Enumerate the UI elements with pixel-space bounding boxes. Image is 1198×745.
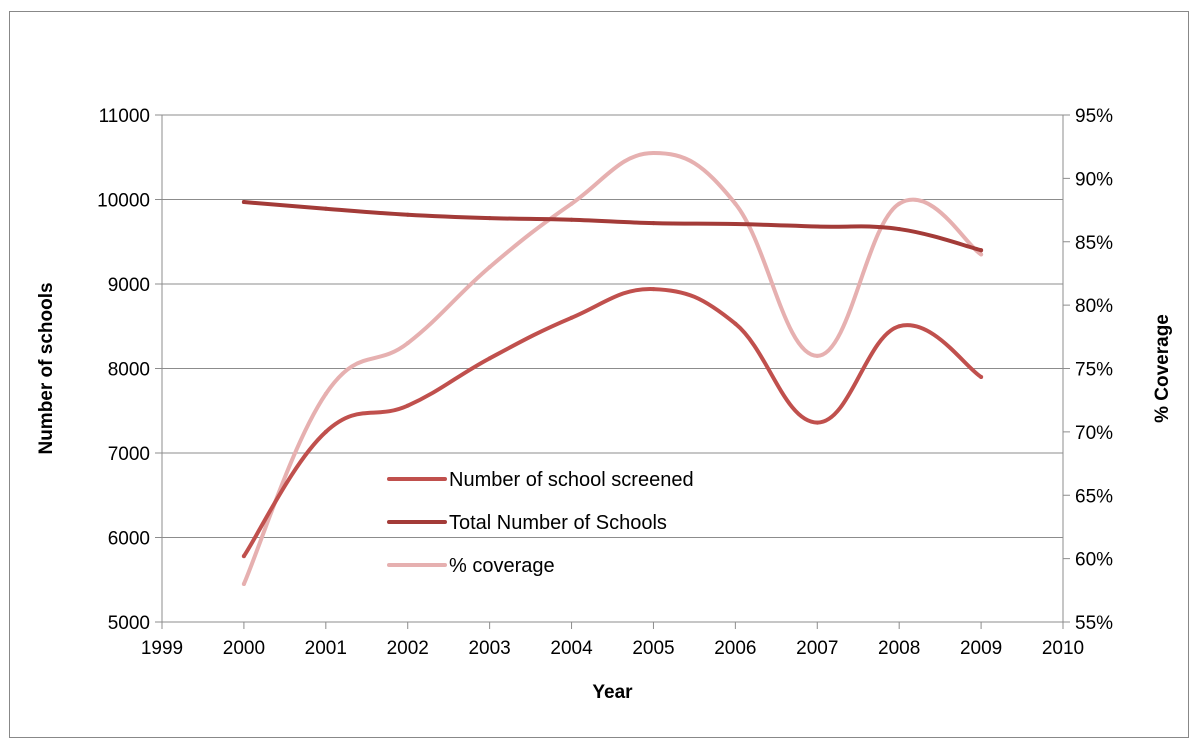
y2-tick-label: 80% bbox=[1075, 296, 1113, 317]
y2-tick-label: 85% bbox=[1075, 233, 1113, 254]
x-tick-label: 2009 bbox=[960, 638, 1002, 659]
data-point bbox=[569, 201, 574, 206]
y-tick-label: 9000 bbox=[108, 275, 150, 296]
y-axis-title: Number of schools bbox=[36, 282, 57, 454]
y2-axis-title: % Coverage bbox=[1152, 314, 1173, 423]
y-tick-label: 6000 bbox=[108, 529, 150, 550]
data-point bbox=[651, 287, 656, 292]
data-point bbox=[487, 216, 492, 221]
x-tick-label: 2010 bbox=[1042, 638, 1084, 659]
y2-tick-label: 60% bbox=[1075, 550, 1113, 571]
y-tick-label: 8000 bbox=[108, 360, 150, 381]
data-point bbox=[897, 324, 902, 329]
data-point bbox=[979, 374, 984, 379]
data-point bbox=[569, 315, 574, 320]
data-point bbox=[979, 252, 984, 257]
series-line-total-number-of-schools bbox=[241, 200, 984, 253]
data-point bbox=[897, 227, 902, 232]
legend-label: Total Number of Schools bbox=[449, 512, 667, 534]
y-tick-label: 10000 bbox=[97, 191, 150, 212]
y-tick-label: 11000 bbox=[99, 106, 150, 127]
data-point bbox=[815, 353, 820, 358]
y2-tick-label: 95% bbox=[1075, 106, 1113, 127]
x-tick-label: 2006 bbox=[714, 638, 756, 659]
data-point bbox=[241, 581, 246, 586]
data-point bbox=[323, 391, 328, 396]
data-point bbox=[487, 356, 492, 361]
legend-label: % coverage bbox=[449, 555, 555, 577]
y2-tick-label: 65% bbox=[1075, 486, 1113, 507]
data-point bbox=[651, 151, 656, 156]
chart-frame bbox=[9, 11, 1189, 738]
data-point bbox=[405, 341, 410, 346]
data-point bbox=[405, 403, 410, 408]
y2-tick-label: 55% bbox=[1075, 613, 1113, 634]
data-point bbox=[241, 200, 246, 205]
data-point bbox=[897, 201, 902, 206]
data-point bbox=[651, 221, 656, 226]
legend-label: Number of school screened bbox=[449, 469, 694, 491]
data-point bbox=[569, 217, 574, 222]
data-point bbox=[323, 429, 328, 434]
y-tick-label: 5000 bbox=[108, 613, 150, 634]
y2-tick-label: 70% bbox=[1075, 423, 1113, 444]
y-tick-label: 7000 bbox=[108, 444, 150, 465]
series-lines bbox=[241, 151, 984, 586]
gridlines bbox=[162, 114, 1063, 538]
data-point bbox=[979, 248, 984, 253]
x-tick-label: 2000 bbox=[223, 638, 265, 659]
y2-tick-label: 90% bbox=[1075, 169, 1113, 190]
data-point bbox=[733, 201, 738, 206]
series-line-number-of-school-screened bbox=[241, 287, 984, 559]
data-point bbox=[815, 224, 820, 229]
x-tick-label: 2005 bbox=[632, 638, 674, 659]
x-tick-label: 2007 bbox=[796, 638, 838, 659]
data-point bbox=[405, 212, 410, 217]
x-tick-label: 2001 bbox=[305, 638, 347, 659]
data-point bbox=[815, 420, 820, 425]
data-point bbox=[323, 206, 328, 211]
x-axis-title: Year bbox=[592, 682, 633, 703]
series-line-coverage bbox=[241, 151, 984, 586]
x-tick-label: 2004 bbox=[550, 638, 593, 659]
data-point bbox=[733, 321, 738, 326]
x-tick-label: 2002 bbox=[387, 638, 429, 659]
data-point bbox=[487, 265, 492, 270]
y2-tick-label: 75% bbox=[1075, 360, 1113, 381]
legend: Number of school screened Total Number of… bbox=[387, 469, 694, 577]
data-point bbox=[241, 554, 246, 559]
axes: 5000 6000 7000 8000 9000 10000 11000 55% 60% 65% 7… bbox=[97, 106, 1113, 659]
x-tick-label: 1999 bbox=[141, 638, 183, 659]
data-point bbox=[733, 222, 738, 227]
x-tick-label: 2003 bbox=[468, 638, 510, 659]
x-tick-label: 2008 bbox=[878, 638, 920, 659]
